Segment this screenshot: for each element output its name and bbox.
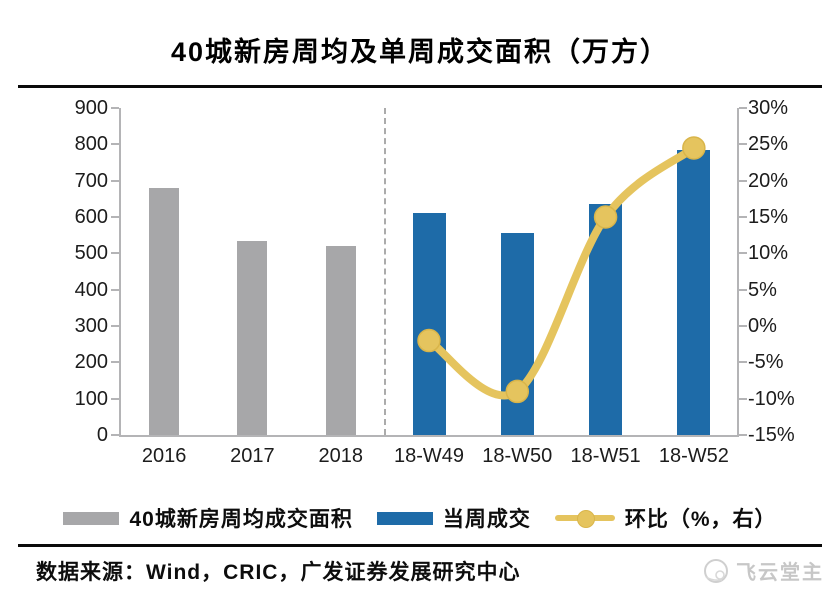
footer: 数据来源：Wind，CRIC，广发证券发展研究中心 飞云堂主: [0, 552, 840, 596]
legend-label: 环比（%，右）: [624, 508, 777, 531]
left-axis-tick-label-mark: [111, 361, 119, 364]
right-axis-tick-label: -15%: [748, 424, 795, 446]
bar-2018: [325, 246, 356, 435]
right-axis-tick-label: 5%: [748, 278, 777, 301]
legend-item-current-week: 当周成交: [376, 503, 531, 533]
x-axis-label: 18-W51: [570, 445, 641, 467]
data-source-text: 数据来源：Wind，CRIC，广发证券发展研究中心: [36, 561, 521, 584]
title-divider: [18, 85, 822, 88]
left-axis-tick-label: 500: [74, 242, 108, 265]
watermark: 飞云堂主: [702, 556, 824, 585]
right-axis-tick-label-mark: [739, 397, 747, 400]
cloud-logo-icon: [704, 558, 728, 583]
right-axis-tick-label: -10%: [748, 387, 795, 410]
x-axis-label: 2017: [230, 445, 275, 467]
left-axis-tick-label: 800: [74, 133, 108, 156]
chart-title: 40城新房周均及单周成交面积（万方）: [170, 37, 670, 67]
wow-change-line: [417, 136, 706, 404]
bar-18-W49: [412, 213, 446, 435]
legend: 40城新房周均成交面积 当周成交 环比（%，右）: [0, 500, 840, 536]
right-axis-tick-label-mark: [739, 143, 747, 146]
legend-item-weekly-average: 40城新房周均成交面积: [63, 503, 352, 533]
left-axis-tick-label-mark: [111, 325, 119, 327]
chart-region: 900 800 700 600 500 400 300 200 100 0 30% 25% 20% 15%…: [0, 95, 840, 490]
left-axis-tick-label: 900: [74, 97, 108, 119]
right-axis-tick-label: 0%: [748, 315, 777, 337]
period-separator-dashed-line: [383, 108, 386, 435]
x-axis-label: 18-W49: [393, 445, 465, 467]
right-axis-tick-label-mark: [739, 434, 747, 436]
legend-item-wow-change: 环比（%，右）: [554, 503, 777, 533]
x-axis-label: 2018: [318, 445, 363, 467]
legend-label: 当周成交: [442, 508, 531, 531]
blue-bar-swatch-icon: [376, 511, 433, 525]
left-axis-tick-label: 100: [74, 387, 108, 410]
left-axis-line: [119, 108, 121, 437]
left-axis-tick-label-mark: [111, 288, 119, 291]
left-axis-tick-label: 300: [74, 315, 108, 337]
line-marker: [505, 379, 530, 404]
right-axis-tick-label: 30%: [748, 97, 789, 119]
right-axis-tick-label-mark: [739, 361, 747, 364]
right-axis-tick-label-mark: [739, 216, 747, 218]
bar-18-W52: [677, 149, 711, 435]
line-marker: [682, 136, 706, 160]
right-axis-tick-label-mark: [739, 179, 747, 182]
legend-label: 40城新房周均成交面积: [129, 508, 353, 531]
gold-line-swatch-icon: [554, 509, 615, 528]
footer-divider: [18, 544, 822, 547]
left-axis-tick-label: 700: [74, 169, 108, 192]
x-axis-line: [119, 435, 739, 437]
right-axis-tick-label-mark: [739, 252, 747, 255]
bar-2017: [237, 240, 268, 435]
x-axis-label: 18-W50: [482, 445, 553, 467]
watermark-text: 飞云堂主: [736, 562, 824, 584]
left-axis-tick-label: 400: [74, 278, 108, 301]
x-axis-label: 18-W52: [658, 445, 729, 467]
left-axis-tick-label-mark: [111, 434, 119, 436]
right-axis-tick-label-mark: [739, 325, 747, 327]
right-axis-line: [737, 108, 739, 437]
right-axis-tick-label: -5%: [748, 351, 784, 374]
right-axis-tick-label: 20%: [748, 169, 789, 192]
wow-change-line-path: [425, 143, 698, 400]
left-axis-tick-label-mark: [111, 397, 119, 400]
line-marker: [593, 205, 618, 229]
x-axis-label: 2016: [141, 445, 187, 467]
left-axis-tick-label-mark: [111, 252, 119, 255]
left-axis-tick-label: 200: [74, 351, 108, 374]
gray-bar-swatch-icon: [63, 511, 120, 525]
left-axis-tick-label-mark: [111, 143, 119, 146]
plot-area: [120, 108, 738, 435]
right-axis-tick-label-mark: [739, 107, 747, 109]
left-axis-tick-label: 0: [96, 424, 108, 446]
left-axis-tick-label-mark: [111, 216, 119, 218]
right-axis-tick-label: 15%: [748, 206, 789, 228]
right-axis-tick-label-mark: [739, 288, 747, 291]
left-axis-tick-label: 600: [74, 206, 108, 228]
right-axis-tick-label: 25%: [748, 133, 789, 156]
left-axis-tick-label-mark: [111, 179, 119, 182]
right-axis-tick-label: 10%: [748, 242, 789, 265]
left-axis-tick-label-mark: [111, 107, 119, 109]
bar-2016: [149, 187, 180, 435]
line-marker: [417, 328, 441, 353]
